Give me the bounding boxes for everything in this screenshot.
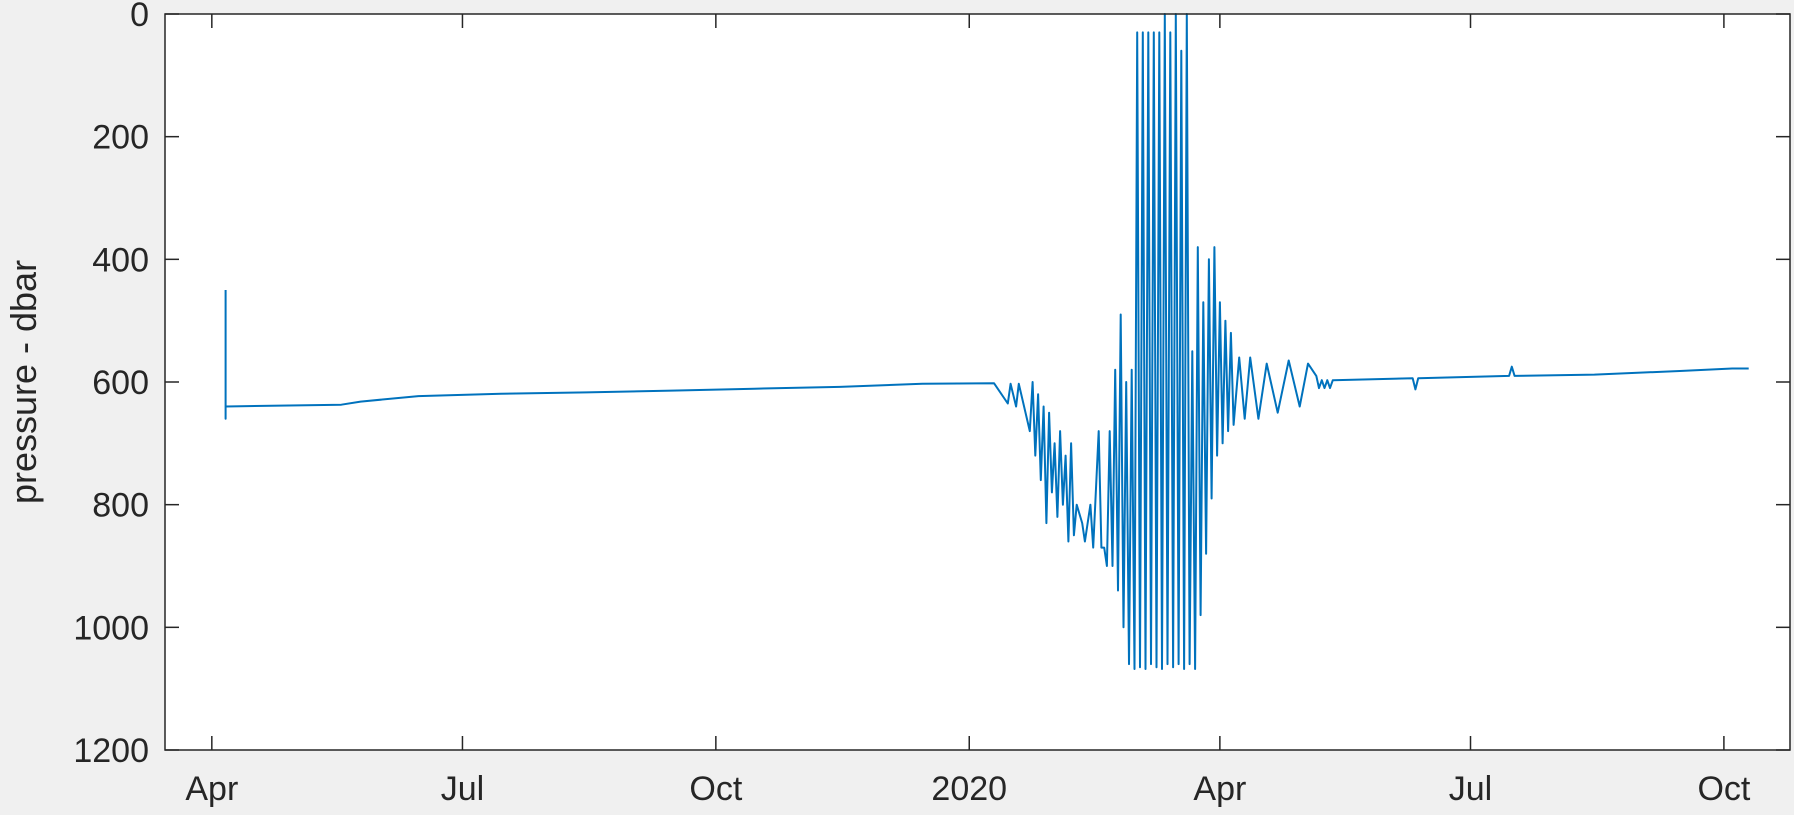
series-line-0 [224,13,1749,670]
y-tick-label: 200 [92,119,149,157]
y-tick-label: 0 [130,0,149,34]
y-tick-label: 800 [92,487,149,525]
x-tick-label: Jul [1449,770,1492,808]
series-layer [224,13,1749,670]
y-tick-label: 1000 [73,609,149,647]
y-axis-label: pressure - dbar [3,260,44,504]
x-tick-label: Apr [1193,770,1246,808]
x-tick-label: Oct [689,770,742,808]
x-tick-label: Jul [441,770,484,808]
y-tick-label: 600 [92,364,149,402]
plot-area [165,14,1790,750]
y-tick-label: 400 [92,241,149,279]
x-tick-label: Oct [1697,770,1750,808]
ticks-layer: 0 200 400 600 800 1000 1200 Apr Jul Oct 2020 Apr Jul… [73,0,1790,808]
x-tick-label: Apr [185,770,238,808]
x-tick-label: 2020 [931,770,1007,808]
y-tick-label: 1200 [73,732,149,770]
